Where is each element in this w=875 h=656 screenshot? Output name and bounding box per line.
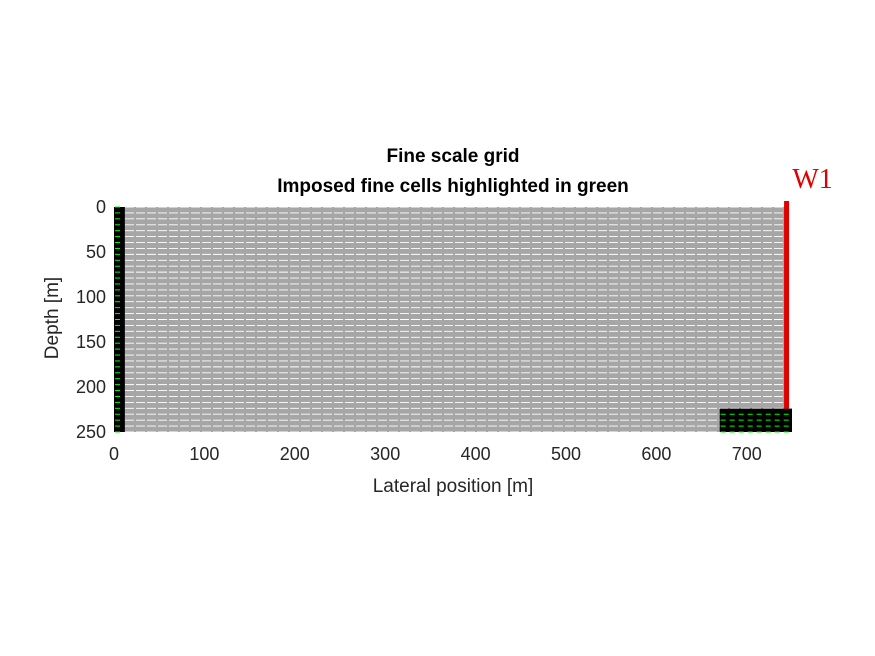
imposed-region-2	[719, 408, 792, 432]
x-axis-label: Lateral position [m]	[373, 476, 534, 497]
x-tick-label: 700	[732, 444, 762, 464]
x-tick-label: 100	[189, 444, 219, 464]
x-tick-label: 600	[641, 444, 671, 464]
y-tick-label: 200	[76, 377, 106, 397]
x-tick-label: 0	[109, 444, 119, 464]
plot-area	[114, 206, 788, 433]
chart-title-line-2: Imposed fine cells highlighted in green	[277, 176, 629, 197]
y-axis-label: Depth [m]	[42, 277, 63, 359]
well-label: W1	[792, 164, 832, 195]
y-tick-label: 150	[76, 332, 106, 352]
x-tick-label: 500	[551, 444, 581, 464]
y-tick-label: 100	[76, 287, 106, 307]
y-tick-label: 250	[76, 422, 106, 442]
y-tick-label: 50	[86, 242, 106, 262]
x-tick-label: 200	[280, 444, 310, 464]
chart-title-line-1: Fine scale grid	[386, 146, 519, 167]
x-axis-ticks: 0 100 200 300 400 500 600 700	[109, 444, 762, 464]
y-axis-ticks: 0 50 100 150 200 250	[76, 197, 106, 442]
y-tick-label: 0	[96, 197, 106, 217]
imposed-cells	[114, 206, 792, 433]
well-w1: W1	[784, 164, 833, 409]
x-tick-label: 400	[461, 444, 491, 464]
x-tick-label: 300	[370, 444, 400, 464]
